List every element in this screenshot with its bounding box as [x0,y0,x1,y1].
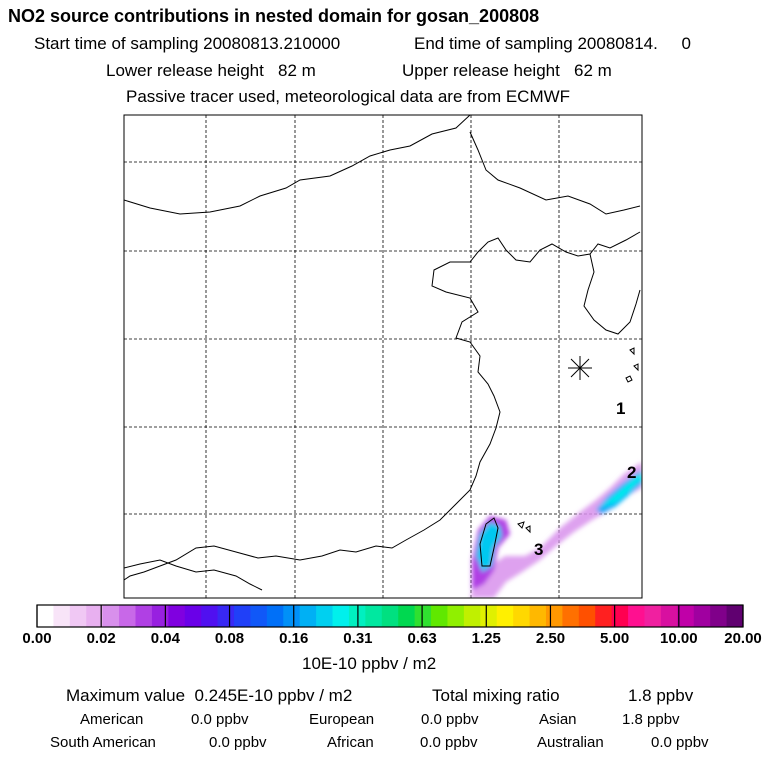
colorbar-cell [710,605,728,627]
colorbar-cell [119,605,137,627]
chart-title: NO2 source contributions in nested domai… [8,6,540,26]
plume-core-2b [600,474,642,508]
colorbar-units: 10E-10 ppbv / m2 [302,654,437,673]
colorbar-cell [217,605,235,627]
colorbar-cell [447,605,465,627]
lower-release-text: Lower release height 82 m [106,61,316,80]
island-2 [525,525,531,534]
colorbar-cell [513,605,531,627]
colorbar-tick-label: 0.00 [22,630,52,647]
colorbar-cell [677,605,695,627]
contrib-australian-label: Australian [537,734,604,751]
contrib-american-label: American [80,711,144,728]
colorbar-tick-label: 5.00 [600,630,630,647]
contrib-south-american-value: 0.0 ppbv [209,734,267,751]
total-mixing-ratio-label: Total mixing ratio [432,686,560,705]
region-label-2: 2 [627,463,636,482]
colorbar-cell [151,605,169,627]
colorbar-tick-label: 2.50 [535,630,566,647]
colorbar-cell [496,605,514,627]
colorbar-cell [644,605,662,627]
colorbar-cell [463,605,481,627]
end-sampling-text: End time of sampling 20080814. 0 [414,34,691,53]
contrib-asian-label: Asian [539,711,577,728]
colorbar-cell [266,605,284,627]
colorbar-cell [37,605,54,627]
boundary-northeast [469,131,641,215]
boundary-north [124,115,471,215]
colorbar-cell [611,605,629,627]
japan-islands [625,347,639,383]
colorbar-cell [595,605,613,627]
colorbar-tick-label: 0.08 [214,630,245,647]
start-sampling-text: Start time of sampling 20080813.210000 [34,34,341,53]
colorbar-tick-label: 0.31 [343,630,373,647]
colorbar-cell [184,605,202,627]
colorbar-cell [102,605,120,627]
colorbar-cell [431,605,448,627]
colorbar-cell [234,605,251,627]
total-mixing-ratio-value: 1.8 ppbv [628,686,694,705]
colorbar-tick-label: 0.02 [86,630,116,647]
colorbar-cell [414,605,432,627]
region-label-1: 1 [616,399,625,418]
contrib-australian-value: 0.0 ppbv [651,734,709,751]
contrib-european-value: 0.0 ppbv [421,711,479,728]
colorbar-cell [135,605,153,627]
contrib-african-value: 0.0 ppbv [420,734,478,751]
colorbar-cell [365,605,383,627]
colorbar-tick-label: 0.16 [279,630,309,647]
contrib-american-value: 0.0 ppbv [191,711,249,728]
coastlines [124,115,641,591]
colorbar-cell [562,605,580,627]
colorbar-cell [398,605,416,627]
colorbar-cell [545,605,563,627]
colorbar-cell [86,605,104,627]
korea-coast [583,253,641,335]
colorbar-tick-label: 0.04 [150,630,180,647]
plot-frame [123,114,643,599]
contrib-african-label: African [327,734,374,751]
colorbar-cell [250,605,268,627]
colorbar-cell [69,605,87,627]
colorbar-cell [201,605,219,627]
max-value-text: Maximum value 0.245E-10 ppbv / m2 [66,686,353,705]
map-grid [124,115,642,598]
contrib-asian-value: 1.8 ppbv [622,711,680,728]
colorbar-cell [168,605,186,627]
island-1 [517,521,525,529]
taiwan-coast [479,517,499,567]
plume-outer [470,462,642,598]
colorbar-cell [578,605,596,627]
colorbar-cell [529,605,547,627]
colorbar-cell [628,605,645,627]
contrib-south-american-label: South American [50,734,156,751]
gosan-site-marker [568,356,592,380]
colorbar-tick-label: 1.25 [471,630,501,647]
colorbar-tick-label: 20.00 [724,630,762,647]
colorbar-tick-label: 0.63 [407,630,437,647]
colorbar-cell [693,605,711,627]
colorbar-cell [316,605,334,627]
boundary-southwest [124,559,263,591]
colorbar-cell [299,605,317,627]
tracer-note: Passive tracer used, meteorological data… [126,87,571,106]
upper-release-text: Upper release height 62 m [402,61,612,80]
colorbar-cell [480,605,498,627]
region-label-3: 3 [534,540,543,559]
colorbar-cell [381,605,399,627]
colorbar-cell [53,605,71,627]
coast-china [124,231,641,581]
contrib-european-label: European [309,711,375,728]
colorbar-cell [726,605,744,627]
tracer-plume [470,462,642,598]
colorbar-cell [283,605,301,627]
colorbar-tick-label: 10.00 [660,630,698,647]
colorbar-cell [332,605,350,627]
colorbar-cell [660,605,678,627]
